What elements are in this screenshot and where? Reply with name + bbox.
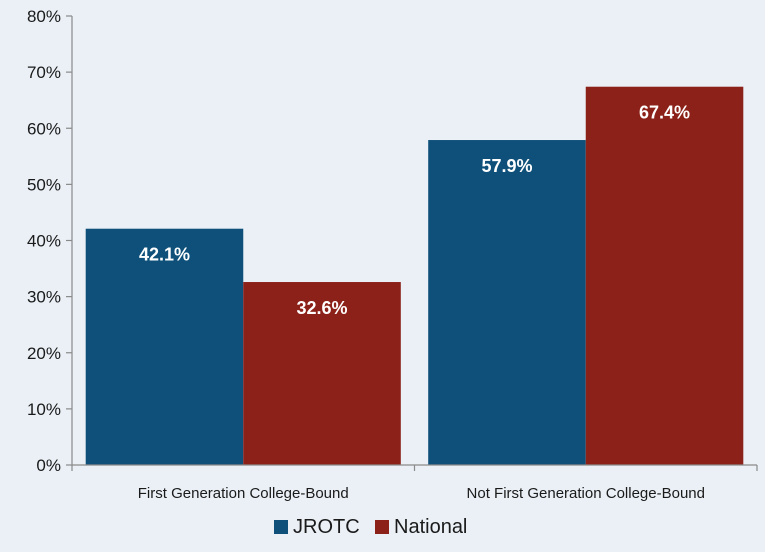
bars-layer bbox=[85, 86, 744, 465]
axis-layer: 0% 10% 20% 30% 40% 50% 60% 70% 80% First Generati… bbox=[27, 7, 758, 502]
y-tick-label: 0% bbox=[36, 456, 61, 475]
legend-label-national: National bbox=[394, 516, 467, 538]
legend-swatch-jrotc bbox=[274, 520, 288, 534]
bar-national-1 bbox=[585, 86, 744, 465]
y-tick-label: 60% bbox=[27, 119, 61, 138]
legend: JROTC National bbox=[274, 516, 467, 538]
labels-layer: 42.1% 57.9% 32.6% 67.4% bbox=[139, 103, 690, 318]
data-label-national-0: 32.6% bbox=[297, 298, 348, 318]
y-tick-label: 10% bbox=[27, 400, 61, 419]
y-tick-label: 80% bbox=[27, 7, 61, 26]
bar-jrotc-1 bbox=[428, 140, 586, 465]
y-tick-label: 30% bbox=[27, 288, 61, 307]
y-tick-label: 20% bbox=[27, 344, 61, 363]
x-category-label: Not First Generation College-Bound bbox=[467, 485, 705, 502]
y-tick-label: 50% bbox=[27, 175, 61, 194]
legend-swatch-national bbox=[375, 520, 389, 534]
legend-label-jrotc: JROTC bbox=[293, 516, 360, 538]
data-label-national-1: 67.4% bbox=[639, 103, 690, 123]
data-label-jrotc-1: 57.9% bbox=[481, 156, 532, 176]
y-tick-label: 40% bbox=[27, 232, 61, 251]
data-label-jrotc-0: 42.1% bbox=[139, 245, 190, 265]
bar-national-0 bbox=[243, 282, 401, 465]
y-tick-label: 70% bbox=[27, 63, 61, 82]
x-category-label: First Generation College-Bound bbox=[138, 485, 349, 502]
bar-jrotc-0 bbox=[85, 228, 244, 465]
